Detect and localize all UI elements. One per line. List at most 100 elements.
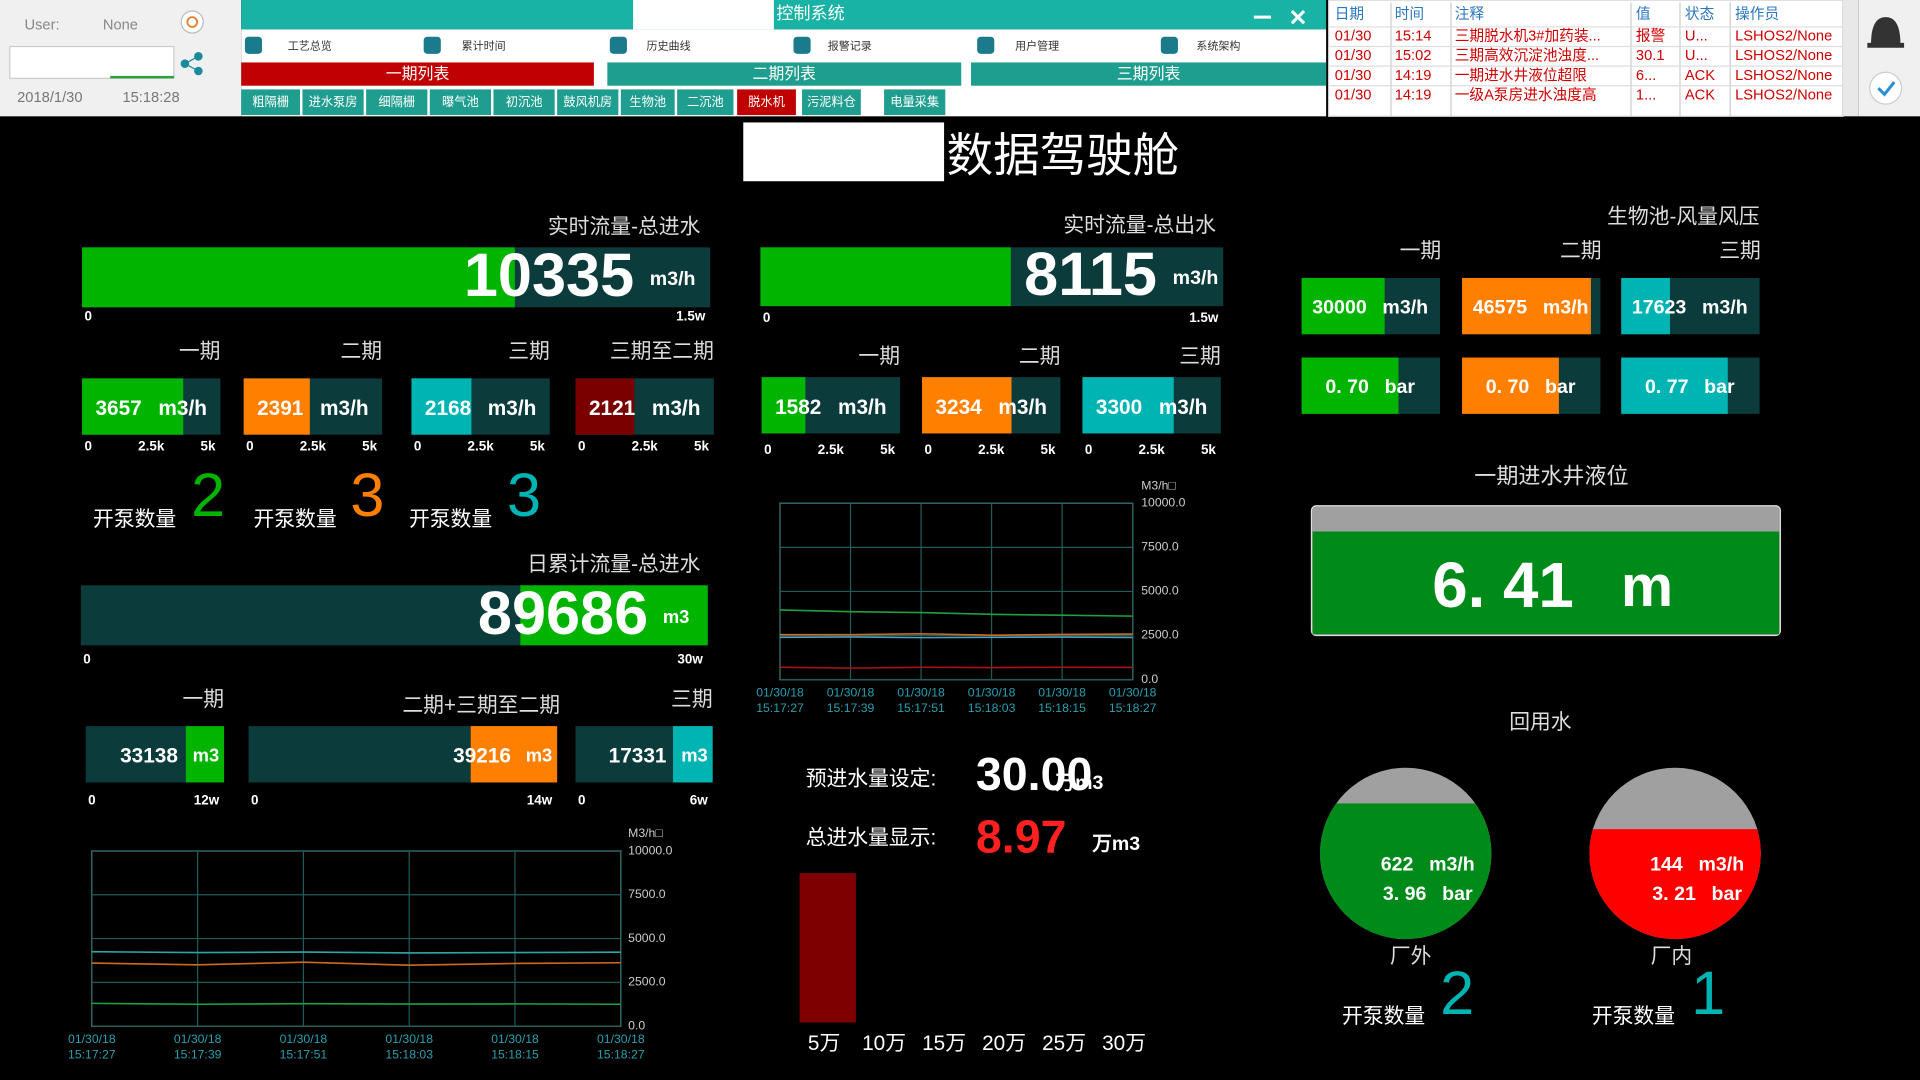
pump-label: 开泵数量	[409, 508, 492, 531]
nav-icon[interactable]	[423, 36, 441, 54]
gauge-fill	[1082, 377, 1174, 434]
nav-label[interactable]: 历史曲线	[647, 38, 691, 52]
nav-label[interactable]: 报警记录	[828, 38, 872, 52]
alarm-bell[interactable]	[1871, 17, 1901, 45]
phase-tab[interactable]	[241, 62, 594, 86]
scrollbar[interactable]	[1842, 0, 1859, 117]
phase-tab[interactable]	[971, 62, 1327, 86]
alarm-cell: 01/30	[1335, 68, 1372, 84]
reading: 622 m3/h	[1381, 854, 1475, 876]
gauge-tick-label: 0	[763, 310, 770, 325]
gauge-fill	[185, 726, 225, 783]
x-tick-label: 15万	[922, 1032, 966, 1055]
sub-tab[interactable]	[493, 89, 555, 116]
gauge-tick-label: 5k	[1041, 442, 1056, 457]
reading-unit: m3	[663, 606, 690, 627]
gauge-tick-label: 0	[924, 442, 931, 457]
reading: 6. 41 m	[1432, 550, 1673, 621]
reading-value: 3657	[95, 396, 141, 419]
y-tick-label: 5000.0	[628, 931, 666, 945]
date: 2018/1/30	[17, 90, 82, 106]
reading-value: 17623	[1632, 297, 1687, 319]
x-tick-label: 15:18:03	[968, 701, 1016, 715]
nav-label[interactable]: 系统架构	[1196, 38, 1240, 52]
sub-tab[interactable]	[302, 89, 364, 116]
reuse-fill	[1320, 803, 1492, 940]
logout-icon[interactable]	[180, 10, 204, 34]
reading-value: 3. 21	[1652, 883, 1696, 905]
reading-unit: m3	[526, 745, 553, 766]
sub-tab-label: 脱水机	[748, 94, 785, 109]
gauge-fill	[1621, 357, 1728, 414]
sub-tab[interactable]	[557, 89, 619, 116]
sub-tab[interactable]	[366, 89, 428, 116]
sub-tab-label: 生物池	[629, 95, 666, 109]
reading: 17623 m3/h	[1632, 297, 1748, 319]
gauge-tick-label: 5k	[1201, 442, 1216, 457]
sub-tab[interactable]	[241, 89, 300, 116]
sub-tab[interactable]	[429, 89, 492, 116]
alarm-column: 操作员	[1735, 6, 1779, 23]
nav-label[interactable]: 用户管理	[1015, 38, 1059, 52]
reading-value: 10335	[464, 241, 634, 309]
nav-icon[interactable]	[609, 36, 627, 54]
reading-unit: m3/h	[1429, 854, 1475, 876]
tank-level	[1312, 531, 1780, 635]
trend-line	[779, 666, 1133, 669]
gauge-tick-label: 30w	[677, 652, 703, 667]
alarm-cell: 15:14	[1395, 29, 1432, 45]
reading-value: 0. 77	[1645, 376, 1689, 398]
x-tick-label: 01/30/18	[280, 1032, 328, 1046]
x-tick-label: 15:17:27	[68, 1048, 116, 1062]
title-bar	[241, 0, 1327, 30]
nav-icon[interactable]	[1160, 36, 1178, 54]
pump-label: 开泵数量	[1592, 1005, 1675, 1028]
x-tick-label: 01/30/18	[174, 1032, 222, 1046]
alarm-cell: U...	[1685, 29, 1708, 45]
nav-icon[interactable]	[244, 36, 263, 54]
x-tick-label: 01/30/18	[968, 685, 1016, 699]
sub-tab[interactable]	[802, 89, 861, 116]
x-tick-label: 01/30/18	[1038, 685, 1086, 699]
alarm-cell: 01/30	[1335, 87, 1372, 103]
nav-label[interactable]: 累计时间	[462, 39, 506, 52]
alarm-cell: 一级A泵房进水浊度高	[1455, 86, 1597, 103]
phase-tab-label: 一期列表	[386, 65, 450, 83]
gauge-tick-label: 12w	[194, 792, 220, 807]
alarm-cell: 01/30	[1335, 29, 1372, 45]
y-tick-label: 10000.0	[1141, 495, 1185, 509]
reading-unit: m3/h	[1698, 854, 1744, 876]
reading-value: 3. 96	[1383, 883, 1427, 905]
close-button[interactable]	[1290, 9, 1306, 25]
alarm-cell: LSHOS2/None	[1735, 68, 1832, 84]
gauge-fill	[575, 378, 635, 435]
user-input[interactable]	[9, 45, 175, 79]
x-tick-label: 01/30/18	[1109, 685, 1157, 699]
sub-tab[interactable]	[677, 89, 734, 116]
page-title: 数据驾驶舱	[947, 129, 1180, 181]
y-tick-label: 5000.0	[1141, 584, 1179, 598]
confirm-button[interactable]	[1869, 71, 1903, 105]
reading-value: 622	[1381, 854, 1414, 876]
phase-tab[interactable]	[607, 62, 962, 86]
nav-icon[interactable]	[793, 36, 811, 54]
trend-line	[91, 1002, 621, 1006]
share-icon[interactable]	[180, 52, 203, 76]
sub-tab[interactable]	[884, 89, 946, 116]
sub-tab[interactable]	[737, 89, 796, 116]
gauge-fill	[1462, 357, 1559, 414]
reading-value: 1582	[775, 395, 821, 418]
alarm-cell: U...	[1685, 48, 1708, 64]
x-tick-label: 25万	[1042, 1032, 1086, 1055]
input-underline	[110, 75, 174, 79]
reading-value: 2391	[257, 396, 303, 419]
x-tick-label: 01/30/18	[756, 685, 804, 699]
y-tick-label: 7500.0	[1141, 540, 1179, 554]
reading: 3. 96 bar	[1383, 883, 1473, 905]
x-tick-label: 10万	[862, 1032, 906, 1055]
sub-tab[interactable]	[620, 89, 675, 116]
nav-icon[interactable]	[977, 36, 995, 54]
reading-value: 3234	[935, 395, 982, 418]
gauge-title: 三期	[508, 340, 550, 363]
nav-label[interactable]: 工艺总览	[288, 38, 332, 52]
